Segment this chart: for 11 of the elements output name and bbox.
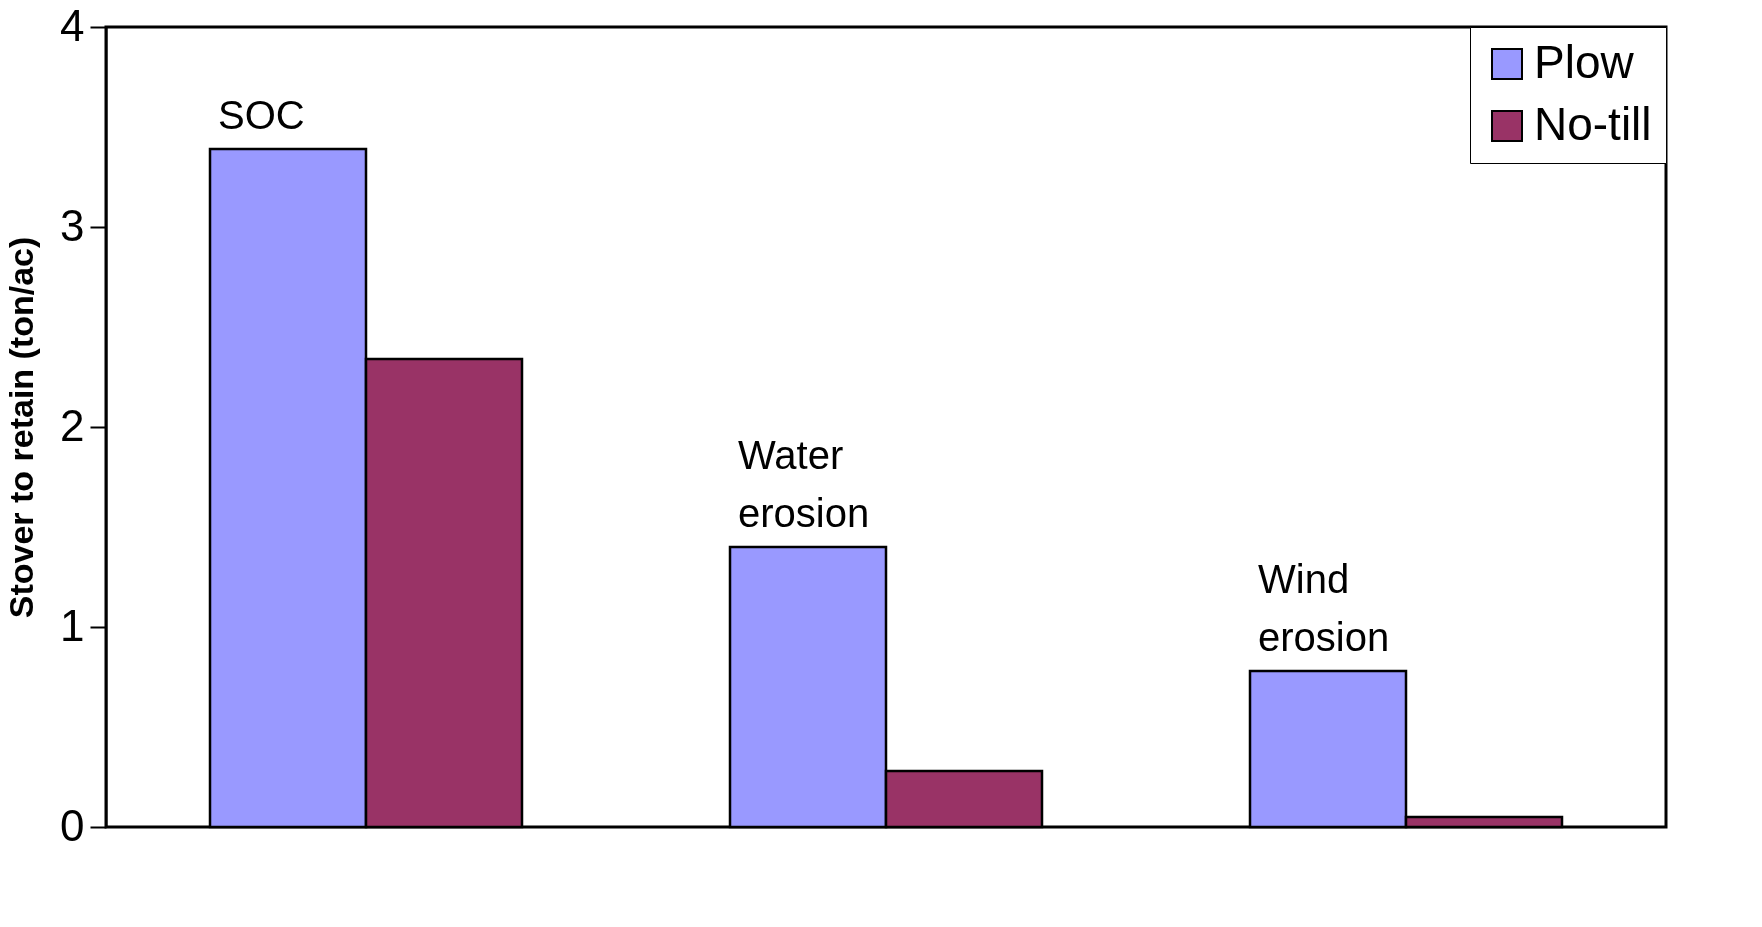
y-tick-label: 0 bbox=[60, 800, 85, 850]
y-tick-label: 1 bbox=[60, 600, 85, 650]
x-tick-label: Water erosion bbox=[738, 433, 870, 535]
legend-label: Plow bbox=[1534, 36, 1635, 88]
y-tick-label: 4 bbox=[60, 0, 85, 50]
x-tick-label: SOC bbox=[218, 93, 305, 137]
y-tick-label: 2 bbox=[60, 400, 85, 450]
legend-label: No-till bbox=[1534, 98, 1652, 150]
x-tick-label: Wind erosion bbox=[1258, 557, 1390, 659]
y-tick-label: 3 bbox=[60, 200, 85, 250]
y-axis-title: Stover to retain (ton/ac) bbox=[2, 236, 41, 619]
